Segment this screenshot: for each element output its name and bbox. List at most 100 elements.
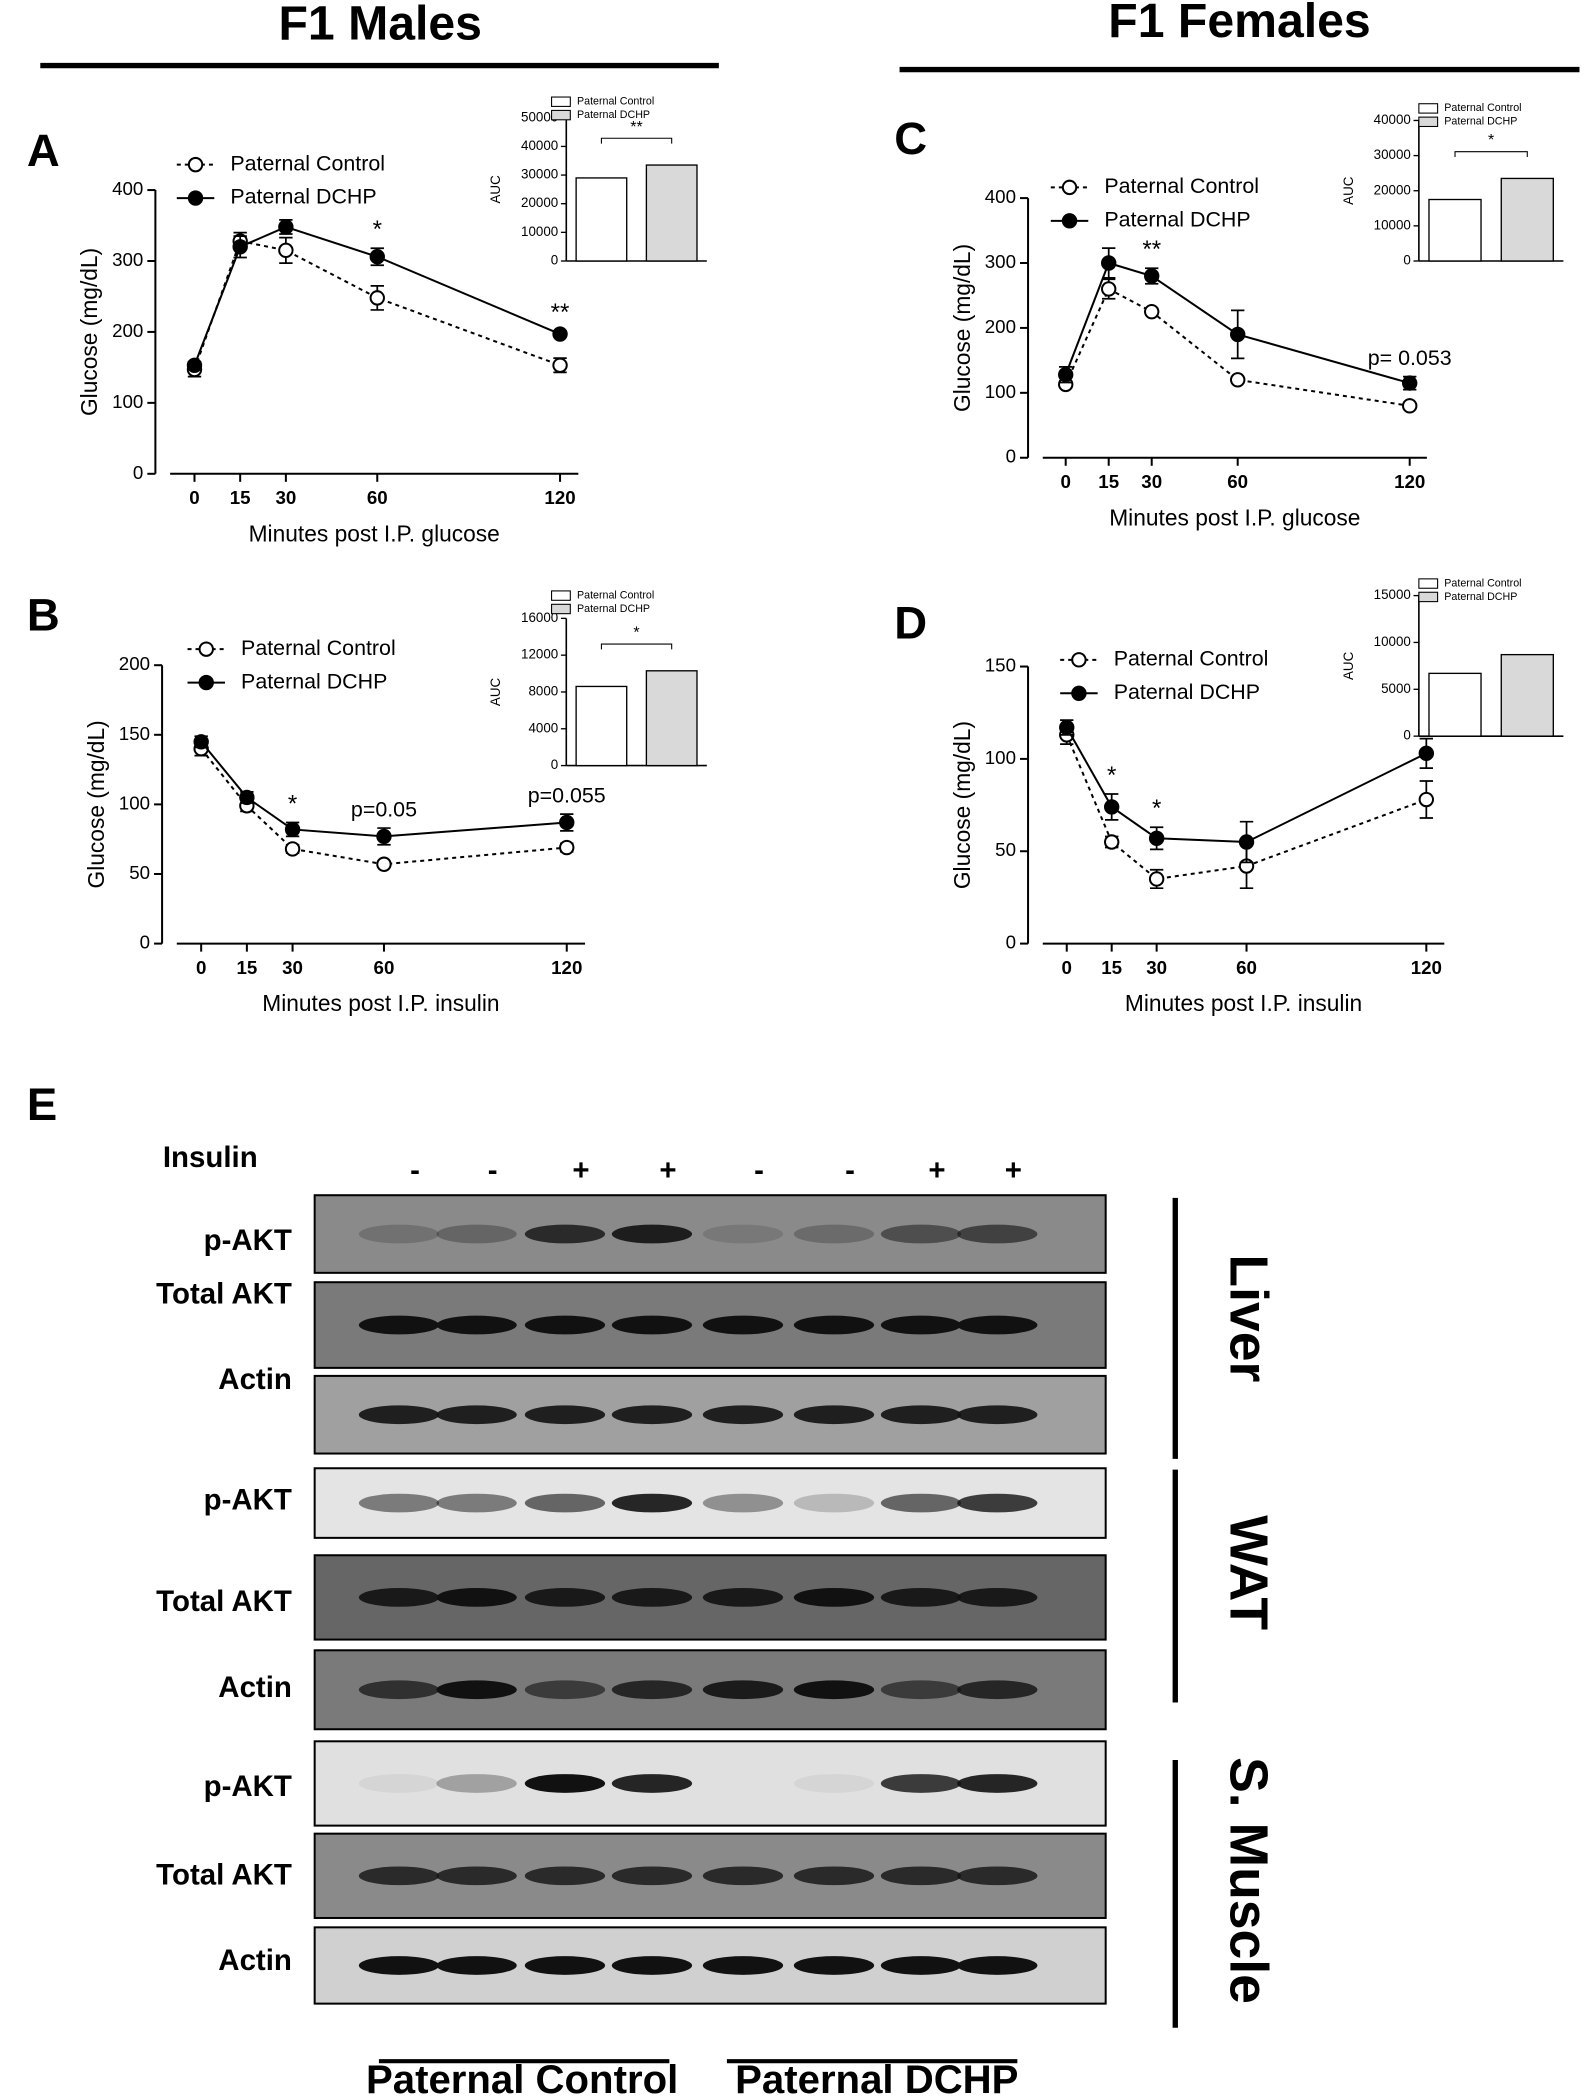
point: [1148, 871, 1165, 887]
blot-band: [611, 1405, 693, 1425]
blot-band: [702, 1224, 784, 1244]
legend-label: Paternal Control: [577, 589, 654, 601]
point: [559, 814, 575, 831]
x-tick-label: 120: [1394, 471, 1425, 492]
x-tick-label: 30: [275, 487, 296, 508]
blot-band: [436, 1866, 517, 1886]
blot-row-label: Total AKT: [156, 1585, 292, 1618]
point: [1238, 834, 1255, 850]
y-tick-label: 150: [119, 723, 150, 744]
legend-label: Paternal DCHP: [1104, 207, 1250, 231]
blot-band: [524, 1588, 606, 1607]
point: [1402, 375, 1418, 391]
blot-row-label: Total AKT: [156, 1858, 292, 1891]
y-tick-label: 150: [985, 654, 1016, 675]
significance-bracket: [1454, 151, 1528, 158]
y-tick-label: 5000: [1381, 681, 1411, 696]
blot-band: [611, 1680, 693, 1700]
annotation: **: [551, 299, 570, 326]
annotation: *: [1152, 795, 1161, 822]
point: [1230, 326, 1246, 343]
blot-band: [611, 1315, 693, 1335]
blot-row-label: p-AKT: [204, 1770, 292, 1803]
bar: [1500, 177, 1554, 262]
legend-swatch: [1418, 103, 1439, 114]
y-axis-label: Glucose (mg/dL): [76, 248, 102, 416]
insulin-sign: -: [488, 1154, 498, 1187]
point: [1402, 398, 1418, 414]
x-tick-label: 0: [1062, 957, 1072, 978]
point: [369, 290, 385, 306]
y-tick-label: 16000: [521, 610, 558, 625]
blot-band: [880, 1224, 962, 1244]
bar: [1428, 198, 1482, 262]
blot-band: [957, 1405, 1038, 1425]
legend-label: Paternal Control: [241, 636, 396, 660]
blot-band: [793, 1224, 875, 1244]
legend-label: Paternal DCHP: [1444, 116, 1517, 128]
point: [193, 734, 209, 750]
x-tick-label: 60: [1236, 957, 1257, 978]
blot-band: [880, 1774, 962, 1793]
x-tick-label: 15: [1101, 957, 1122, 978]
x-tick-label: 60: [367, 487, 388, 508]
x-tick-label: 0: [189, 487, 199, 508]
bar: [1500, 653, 1554, 737]
insulin-sign: -: [754, 1154, 764, 1187]
point: [1058, 366, 1074, 383]
x-axis-label: Minutes post I.P. insulin: [1125, 990, 1362, 1016]
insulin-sign: -: [410, 1154, 420, 1187]
legend-swatch: [1418, 578, 1439, 589]
blot-band: [611, 1224, 693, 1244]
blot-band: [957, 1224, 1038, 1244]
blot-band: [358, 1866, 440, 1886]
significance-bracket: [600, 643, 673, 650]
y-tick-label: 30000: [1374, 147, 1411, 162]
blot-band: [793, 1774, 875, 1793]
x-tick-label: 15: [236, 957, 257, 978]
panel-letter: A: [27, 125, 60, 176]
y-tick-label: 100: [985, 381, 1016, 402]
blot-band: [702, 1493, 784, 1513]
legend-swatch: [551, 109, 571, 121]
y-tick-label: 0: [1403, 728, 1410, 743]
header: F1 Females: [1108, 0, 1370, 48]
y-tick-label: 10000: [521, 224, 558, 239]
y-axis-label: Glucose (mg/dL): [949, 244, 975, 412]
x-tick-label: 0: [1060, 471, 1070, 492]
legend-marker: [187, 190, 204, 206]
point: [376, 828, 392, 845]
blot-row-label: Actin: [218, 1363, 292, 1396]
y-tick-label: 300: [985, 251, 1016, 272]
blot-band: [702, 1405, 784, 1425]
y-tick-label: 10000: [1374, 634, 1411, 649]
y-tick-label: 100: [119, 792, 150, 813]
annotation: *: [633, 624, 639, 642]
x-axis-label: Minutes post I.P. glucose: [249, 520, 500, 546]
blot-band: [957, 1315, 1038, 1335]
y-tick-label: 8000: [528, 684, 558, 699]
blot-band: [702, 1866, 784, 1886]
blot-band: [524, 1956, 606, 1975]
y-tick-label: 10000: [1374, 217, 1411, 232]
legend-label: Paternal DCHP: [241, 669, 387, 693]
blot-band: [358, 1493, 440, 1513]
point: [1148, 830, 1165, 847]
y-tick-label: 50: [129, 862, 150, 883]
point: [1103, 834, 1120, 850]
tissue-label: Liver: [1219, 1254, 1278, 1382]
blot-band: [524, 1866, 606, 1886]
point: [369, 249, 385, 265]
annotation: p=0.05: [351, 797, 417, 821]
x-tick-label: 60: [1227, 471, 1248, 492]
blot-band: [436, 1588, 517, 1607]
bar: [645, 670, 698, 767]
blot-band: [524, 1224, 606, 1244]
blot-band: [436, 1680, 517, 1700]
y-axis-label: AUC: [488, 678, 503, 707]
blot-band: [436, 1224, 517, 1244]
x-tick-label: 30: [1146, 957, 1167, 978]
y-tick-label: 0: [551, 757, 558, 772]
y-tick-label: 300: [112, 249, 143, 270]
y-tick-label: 4000: [528, 720, 558, 735]
